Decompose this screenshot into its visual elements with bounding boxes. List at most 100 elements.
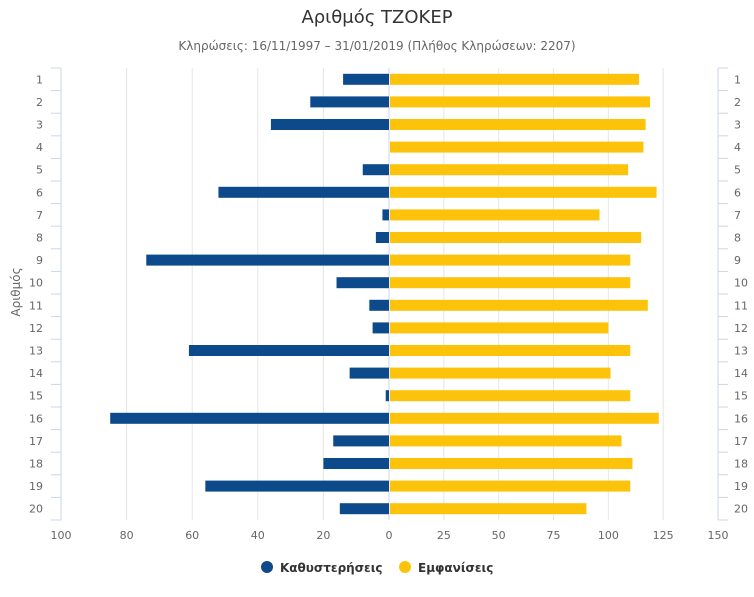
legend-item-appearances[interactable]: Εμφανίσεις	[399, 561, 493, 575]
right-category-label: 10	[734, 277, 748, 290]
bar-delays-18[interactable]	[323, 458, 389, 469]
left-category-label: 16	[29, 412, 43, 425]
right-category-label: 20	[734, 503, 748, 516]
bar-delays-19[interactable]	[205, 480, 389, 492]
bar-delays-12[interactable]	[372, 322, 389, 334]
right-category-label: 15	[734, 390, 748, 403]
bar-appearances-20[interactable]	[390, 503, 587, 515]
left-category-label: 19	[29, 480, 43, 493]
right-category-label: 1	[734, 73, 741, 86]
bar-layer	[110, 73, 659, 515]
left-category-label: 13	[29, 345, 43, 358]
legend-marker-appearances[interactable]	[399, 561, 411, 573]
bar-appearances-3[interactable]	[390, 119, 646, 130]
bar-appearances-15[interactable]	[390, 390, 631, 402]
right-category-label: 7	[734, 209, 741, 222]
right-category-label: 11	[734, 299, 748, 312]
bar-delays-1[interactable]	[343, 73, 389, 85]
x-tick-label: 20	[316, 529, 330, 542]
legend-label-delays[interactable]: Καθυστερήσεις	[280, 561, 383, 575]
right-category-label: 18	[734, 458, 748, 471]
right-category-label: 2	[734, 96, 741, 109]
left-category-label: 9	[36, 254, 43, 267]
left-category-label: 2	[36, 96, 43, 109]
y-axis-label: Αριθμός	[9, 267, 23, 316]
bar-delays-2[interactable]	[310, 96, 389, 108]
bar-appearances-17[interactable]	[390, 435, 622, 447]
x-tick-label: 60	[185, 529, 199, 542]
bar-delays-6[interactable]	[218, 186, 389, 198]
bar-delays-11[interactable]	[369, 299, 389, 311]
bar-appearances-13[interactable]	[390, 345, 631, 356]
x-tick-label: 100	[598, 529, 619, 542]
bar-appearances-5[interactable]	[390, 164, 629, 176]
right-category-label: 12	[734, 322, 748, 335]
left-category-label: 11	[29, 299, 43, 312]
x-tick-label: 75	[547, 529, 561, 542]
right-category-label: 8	[734, 232, 741, 245]
bar-appearances-11[interactable]	[390, 299, 648, 311]
bar-appearances-8[interactable]	[390, 232, 642, 243]
left-category-label: 4	[36, 141, 43, 154]
x-tick-label: 40	[251, 529, 265, 542]
x-tick-label: 0	[386, 529, 393, 542]
legend-label-appearances[interactable]: Εμφανίσεις	[418, 561, 493, 575]
bar-delays-13[interactable]	[188, 345, 389, 356]
right-category-label: 3	[734, 119, 741, 132]
left-category-label: 3	[36, 119, 43, 132]
right-category-label: 17	[734, 435, 748, 448]
bar-delays-10[interactable]	[336, 277, 389, 289]
left-category-label: 14	[29, 367, 43, 380]
legend-item-delays[interactable]: Καθυστερήσεις	[261, 561, 383, 575]
right-category-label: 4	[734, 141, 741, 154]
right-category-label: 19	[734, 480, 748, 493]
bar-delays-5[interactable]	[362, 164, 389, 176]
right-category-label: 6	[734, 186, 741, 199]
bar-delays-15[interactable]	[385, 390, 389, 402]
right-category-label: 16	[734, 412, 748, 425]
x-tick-label: 100	[51, 529, 72, 542]
bar-delays-20[interactable]	[339, 503, 389, 515]
chart-subtitle: Κληρώσεις: 16/11/1997 – 31/01/2019 (Πλήθ…	[178, 39, 575, 53]
bar-appearances-18[interactable]	[390, 458, 633, 469]
left-category-label: 18	[29, 458, 43, 471]
bar-appearances-16[interactable]	[390, 412, 659, 424]
x-tick-label: 80	[120, 529, 134, 542]
left-category-label: 12	[29, 322, 43, 335]
right-category-label: 14	[734, 367, 748, 380]
bar-appearances-19[interactable]	[390, 480, 631, 492]
chart-title: Αριθμός ΤΖΟΚΕΡ	[301, 7, 452, 28]
bar-delays-16[interactable]	[110, 412, 389, 424]
left-category-label: 17	[29, 435, 43, 448]
x-tick-label: 150	[708, 529, 729, 542]
right-category-label: 5	[734, 164, 741, 177]
bar-appearances-12[interactable]	[390, 322, 609, 334]
right-category-label: 13	[734, 345, 748, 358]
bar-delays-9[interactable]	[146, 254, 389, 266]
legend-marker-delays[interactable]	[261, 561, 273, 573]
legend[interactable]: Καθυστερήσεις Εμφανίσεις	[261, 561, 493, 575]
x-tick-label: 125	[653, 529, 674, 542]
bar-appearances-9[interactable]	[390, 254, 631, 266]
bar-appearances-6[interactable]	[390, 186, 657, 198]
left-category-label: 6	[36, 186, 43, 199]
bar-delays-17[interactable]	[333, 435, 389, 447]
bar-delays-8[interactable]	[375, 232, 389, 243]
x-tick-label: 25	[437, 529, 451, 542]
bar-appearances-7[interactable]	[390, 209, 600, 221]
left-category-label: 5	[36, 164, 43, 177]
bar-delays-7[interactable]	[382, 209, 389, 221]
bar-delays-3[interactable]	[270, 119, 389, 130]
bar-delays-14[interactable]	[349, 367, 389, 379]
bar-appearances-10[interactable]	[390, 277, 631, 289]
bar-appearances-2[interactable]	[390, 96, 651, 108]
right-category-label: 9	[734, 254, 741, 267]
bar-appearances-4[interactable]	[390, 141, 644, 153]
x-tick-label: 50	[492, 529, 506, 542]
bar-appearances-1[interactable]	[390, 73, 640, 85]
left-category-label: 10	[29, 277, 43, 290]
left-category-label: 20	[29, 503, 43, 516]
bar-appearances-14[interactable]	[390, 367, 611, 379]
